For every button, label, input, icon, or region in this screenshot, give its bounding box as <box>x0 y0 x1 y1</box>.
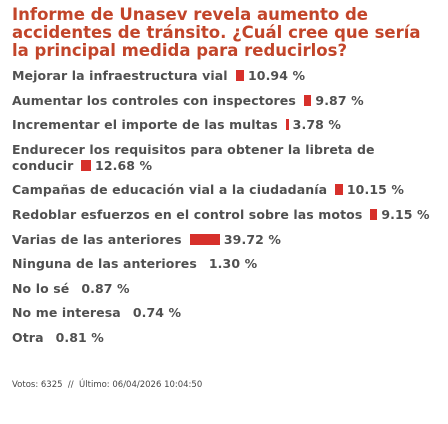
option-label: Varias de las anteriores <box>12 231 182 247</box>
percent: 1.30 % <box>208 256 258 272</box>
option: Varias de las anteriores 39.72 % <box>12 232 438 248</box>
result-bar <box>189 233 220 245</box>
poll-title: Informe de Unasev revela aumento de acci… <box>12 5 421 60</box>
option-label: Incrementar el importe de las multas <box>12 117 278 133</box>
result-bar <box>303 94 312 106</box>
result-bar <box>285 119 289 131</box>
percent: 10.94 % <box>247 68 306 83</box>
option: Redoblar esfuerzos en el control sobre l… <box>12 207 438 223</box>
percent: 0.74 % <box>132 305 182 321</box>
result-bar <box>235 70 244 81</box>
option-label: Aumentar los controles con inspectores <box>12 92 296 108</box>
option-label: No me interesa <box>12 305 121 321</box>
option: No me interesa 0.74 % <box>12 305 438 321</box>
option-label: Endurecer los requisitos para obtener la… <box>12 141 375 173</box>
option-label: Campañas de educación vial a la ciudadan… <box>12 182 328 198</box>
percent: 12.68 % <box>95 157 153 173</box>
result-bar <box>81 159 92 171</box>
option-label: Ninguna de las anteriores <box>12 256 197 272</box>
option-label: Redoblar esfuerzos en el control sobre l… <box>12 206 363 222</box>
poll: Informe de Unasev revela aumento de acci… <box>12 5 438 390</box>
result-bar <box>370 208 378 220</box>
option: Ninguna de las anteriores 1.30 % <box>12 256 438 272</box>
option: Incrementar el importe de las multas 3.78… <box>12 117 438 133</box>
percent: 9.87 % <box>315 92 364 108</box>
percent: 3.78 % <box>292 117 341 133</box>
option-label: Mejorar la infraestructura vial <box>12 68 228 83</box>
percent: 10.15 % <box>346 182 404 198</box>
percent: 9.15 % <box>381 206 430 222</box>
percent: 0.87 % <box>81 280 130 296</box>
option: Otra 0.81 % <box>12 330 438 346</box>
option: No lo sé 0.87 % <box>12 281 438 297</box>
footer: Votos: 6325 // Último: 06/04/2026 10:04:… <box>12 379 203 390</box>
options: Mejorar la infraestructura vial 10.94 % Au… <box>12 68 438 346</box>
percent: 0.81 % <box>55 329 104 345</box>
option-label: No lo sé <box>12 280 70 296</box>
option: Mejorar la infraestructura vial 10.94 % <box>12 68 438 84</box>
option: Aumentar los controles con inspectores 9.… <box>12 93 438 109</box>
percent: 39.72 % <box>223 231 281 247</box>
option: Endurecer los requisitos para obtener la… <box>12 142 438 174</box>
result-bar <box>335 184 343 196</box>
option: Campañas de educación vial a la ciudadan… <box>12 182 438 198</box>
option-label: Otra <box>12 329 44 345</box>
